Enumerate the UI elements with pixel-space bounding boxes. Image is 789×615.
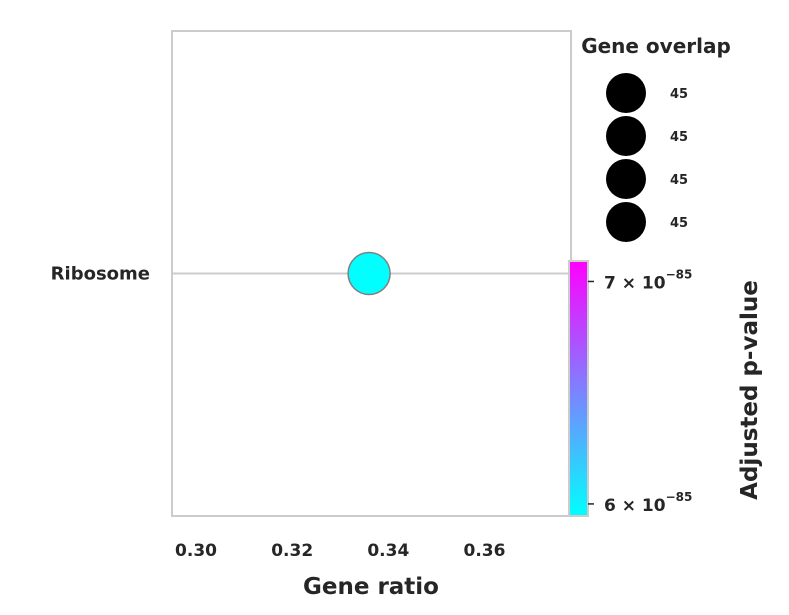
data-point (347, 251, 391, 296)
colorbar (568, 260, 589, 517)
size-legend-label: 45 (670, 173, 688, 188)
x-tick-label: 0.32 (271, 541, 313, 561)
size-legend-marker (606, 73, 646, 113)
size-legend-marker (606, 116, 646, 156)
size-legend-label: 45 (670, 216, 688, 231)
x-tick-label: 0.34 (367, 541, 409, 561)
size-legend-marker (606, 159, 646, 199)
x-tick-label: 0.30 (175, 541, 217, 561)
colorbar-tick-label: 7 × 10−85 (604, 267, 692, 293)
x-axis-label: Gene ratio (303, 574, 439, 600)
size-legend-title: Gene overlap (581, 34, 731, 58)
size-legend: 45 45 45 45 (606, 73, 688, 242)
colorbar-ticks: 6 × 10−85 7 × 10−85 (588, 267, 692, 516)
x-axis: 0.30 0.32 0.34 0.36 (175, 541, 505, 561)
colorbar-label: Adjusted p-value (737, 280, 763, 500)
data-points (347, 251, 391, 296)
size-legend-marker (606, 202, 646, 242)
size-legend-label: 45 (670, 130, 688, 145)
y-axis: Ribosome (51, 264, 150, 285)
colorbar-tick-label: 6 × 10−85 (604, 490, 692, 516)
category-label: Ribosome (51, 264, 150, 285)
x-tick-label: 0.36 (463, 541, 505, 561)
size-legend-label: 45 (670, 87, 688, 102)
